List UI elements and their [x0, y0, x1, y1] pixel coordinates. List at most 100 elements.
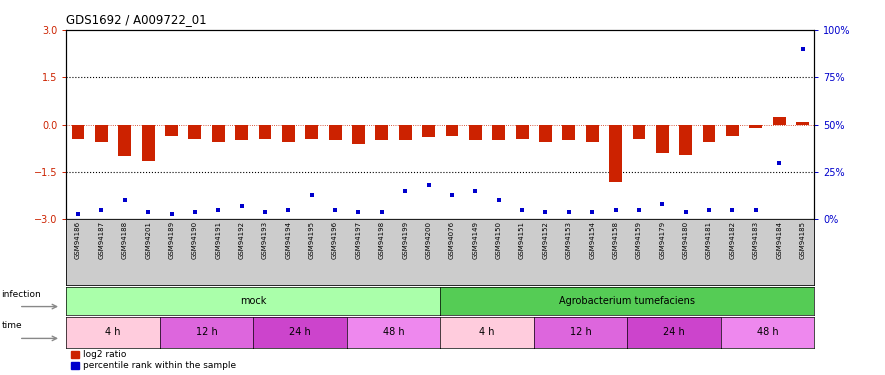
Text: GSM94185: GSM94185: [799, 221, 805, 260]
Bar: [95, 124, 108, 142]
Bar: [282, 124, 295, 142]
Point: [328, 207, 342, 213]
Point: [188, 209, 202, 215]
Text: GSM94076: GSM94076: [449, 221, 455, 260]
Point: [351, 209, 366, 215]
Point: [562, 209, 576, 215]
Bar: [235, 124, 248, 141]
Bar: [586, 124, 598, 142]
Point: [71, 211, 85, 217]
Bar: [562, 124, 575, 141]
Point: [538, 209, 552, 215]
Bar: [399, 124, 412, 141]
Text: GSM94184: GSM94184: [776, 221, 782, 260]
Point: [468, 188, 482, 194]
Bar: [796, 122, 809, 124]
Text: GSM94182: GSM94182: [729, 221, 735, 260]
Bar: [539, 124, 552, 142]
Text: GSM94198: GSM94198: [379, 221, 385, 260]
Text: GSM94190: GSM94190: [192, 221, 198, 260]
Point: [421, 182, 435, 188]
Legend: log2 ratio, percentile rank within the sample: log2 ratio, percentile rank within the s…: [71, 350, 235, 370]
Bar: [469, 124, 481, 141]
Text: GSM94193: GSM94193: [262, 221, 268, 260]
Text: mock: mock: [240, 296, 266, 306]
Bar: [773, 117, 786, 124]
Point: [609, 207, 623, 213]
Bar: [633, 124, 645, 139]
Text: GSM94159: GSM94159: [636, 221, 642, 260]
Bar: [72, 124, 84, 139]
Text: GSM94154: GSM94154: [589, 221, 596, 259]
Point: [212, 207, 226, 213]
Text: GSM94153: GSM94153: [566, 221, 572, 260]
Text: time: time: [1, 321, 22, 330]
Point: [515, 207, 529, 213]
Text: GSM94183: GSM94183: [753, 221, 758, 260]
Point: [492, 197, 506, 203]
Text: GSM94180: GSM94180: [682, 221, 689, 260]
Bar: [258, 124, 272, 139]
Text: GSM94189: GSM94189: [168, 221, 174, 260]
Bar: [516, 124, 528, 139]
Text: GSM94181: GSM94181: [706, 221, 712, 260]
Text: 12 h: 12 h: [196, 327, 218, 337]
Text: GSM94151: GSM94151: [519, 221, 525, 260]
Bar: [212, 124, 225, 142]
Text: GSM94201: GSM94201: [145, 221, 151, 260]
Text: GSM94199: GSM94199: [403, 221, 408, 260]
Bar: [445, 124, 458, 136]
Point: [726, 207, 740, 213]
Point: [796, 46, 810, 52]
Text: GSM94187: GSM94187: [98, 221, 104, 260]
Text: 24 h: 24 h: [289, 327, 311, 337]
Point: [141, 209, 155, 215]
Bar: [726, 124, 739, 136]
Bar: [142, 124, 155, 161]
Point: [281, 207, 296, 213]
Text: GSM94188: GSM94188: [122, 221, 127, 260]
Text: GSM94186: GSM94186: [75, 221, 81, 260]
Text: GSM94152: GSM94152: [543, 221, 549, 259]
Text: infection: infection: [1, 290, 41, 299]
Point: [749, 207, 763, 213]
Point: [374, 209, 389, 215]
Text: 24 h: 24 h: [663, 327, 685, 337]
Text: GSM94195: GSM94195: [309, 221, 315, 260]
Text: GSM94197: GSM94197: [356, 221, 361, 260]
Text: GSM94192: GSM94192: [239, 221, 244, 260]
Point: [118, 197, 132, 203]
Bar: [492, 124, 505, 141]
Bar: [703, 124, 715, 142]
Bar: [680, 124, 692, 154]
Text: GSM94179: GSM94179: [659, 221, 666, 260]
Bar: [328, 124, 342, 141]
Text: GSM94194: GSM94194: [285, 221, 291, 260]
Point: [585, 209, 599, 215]
Point: [304, 192, 319, 198]
Text: 4 h: 4 h: [105, 327, 121, 337]
Text: 48 h: 48 h: [757, 327, 778, 337]
Text: GDS1692 / A009722_01: GDS1692 / A009722_01: [66, 13, 207, 26]
Bar: [750, 124, 762, 128]
Point: [95, 207, 109, 213]
Point: [702, 207, 716, 213]
Bar: [119, 124, 131, 156]
Text: Agrobacterium tumefaciens: Agrobacterium tumefaciens: [559, 296, 696, 306]
Text: GSM94158: GSM94158: [612, 221, 619, 260]
Bar: [165, 124, 178, 136]
Bar: [422, 124, 435, 137]
Bar: [352, 124, 365, 144]
Text: 48 h: 48 h: [382, 327, 404, 337]
Text: GSM94196: GSM94196: [332, 221, 338, 260]
Text: GSM94200: GSM94200: [426, 221, 432, 260]
Bar: [189, 124, 201, 139]
Bar: [375, 124, 389, 141]
Point: [632, 207, 646, 213]
Point: [445, 192, 459, 198]
Text: 4 h: 4 h: [480, 327, 495, 337]
Point: [679, 209, 693, 215]
Point: [772, 160, 786, 166]
Bar: [609, 124, 622, 182]
Point: [398, 188, 412, 194]
